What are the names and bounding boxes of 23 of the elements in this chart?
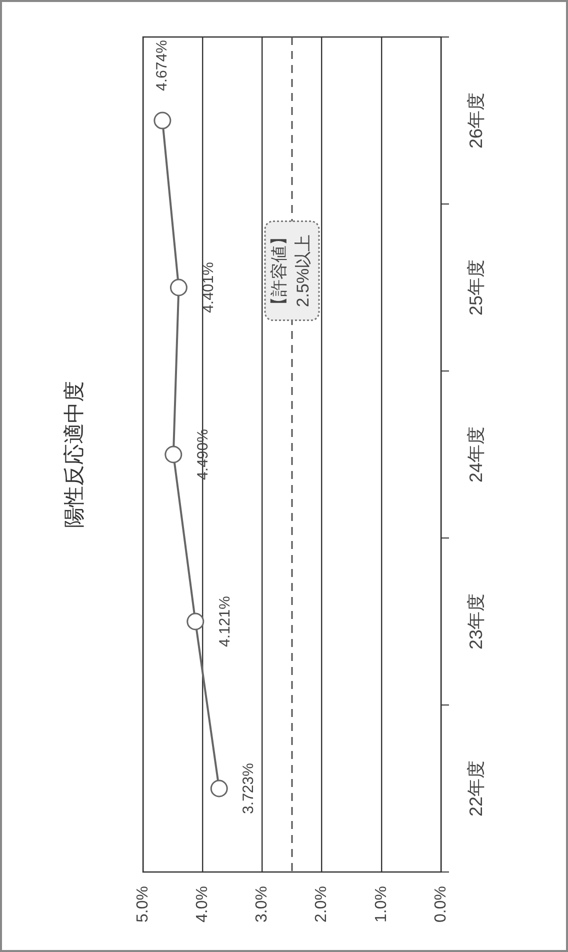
- point: [186, 612, 204, 630]
- x-tick-label: 0.0%: [432, 886, 450, 922]
- ref-line-label: 【許容値】 2.5%以上: [270, 228, 313, 314]
- text: 陽性反応適中度: [62, 381, 86, 528]
- text: 4.674%: [154, 40, 171, 91]
- point: [170, 278, 188, 296]
- text: 3.723%: [240, 763, 258, 814]
- x-tick-label: 4.0%: [194, 886, 212, 922]
- text: 4.121%: [216, 596, 234, 647]
- point: [210, 780, 228, 798]
- x-tick-label: 2.0%: [313, 886, 330, 922]
- point: [154, 112, 172, 130]
- y-tick-label: 25年度: [466, 259, 486, 316]
- point: [164, 446, 182, 464]
- x-tick-label: 3.0%: [254, 886, 271, 922]
- x-tick-label: 5.0%: [134, 886, 152, 922]
- text: 4.401%: [200, 262, 217, 313]
- y-tick-label: 23年度: [466, 593, 486, 650]
- y-tick-label: 22年度: [466, 760, 486, 817]
- text: 4.490%: [194, 429, 212, 480]
- y-tick-label: 26年度: [466, 92, 486, 149]
- y-tick-label: 24年度: [466, 426, 486, 483]
- x-tick-label: 1.0%: [372, 886, 390, 922]
